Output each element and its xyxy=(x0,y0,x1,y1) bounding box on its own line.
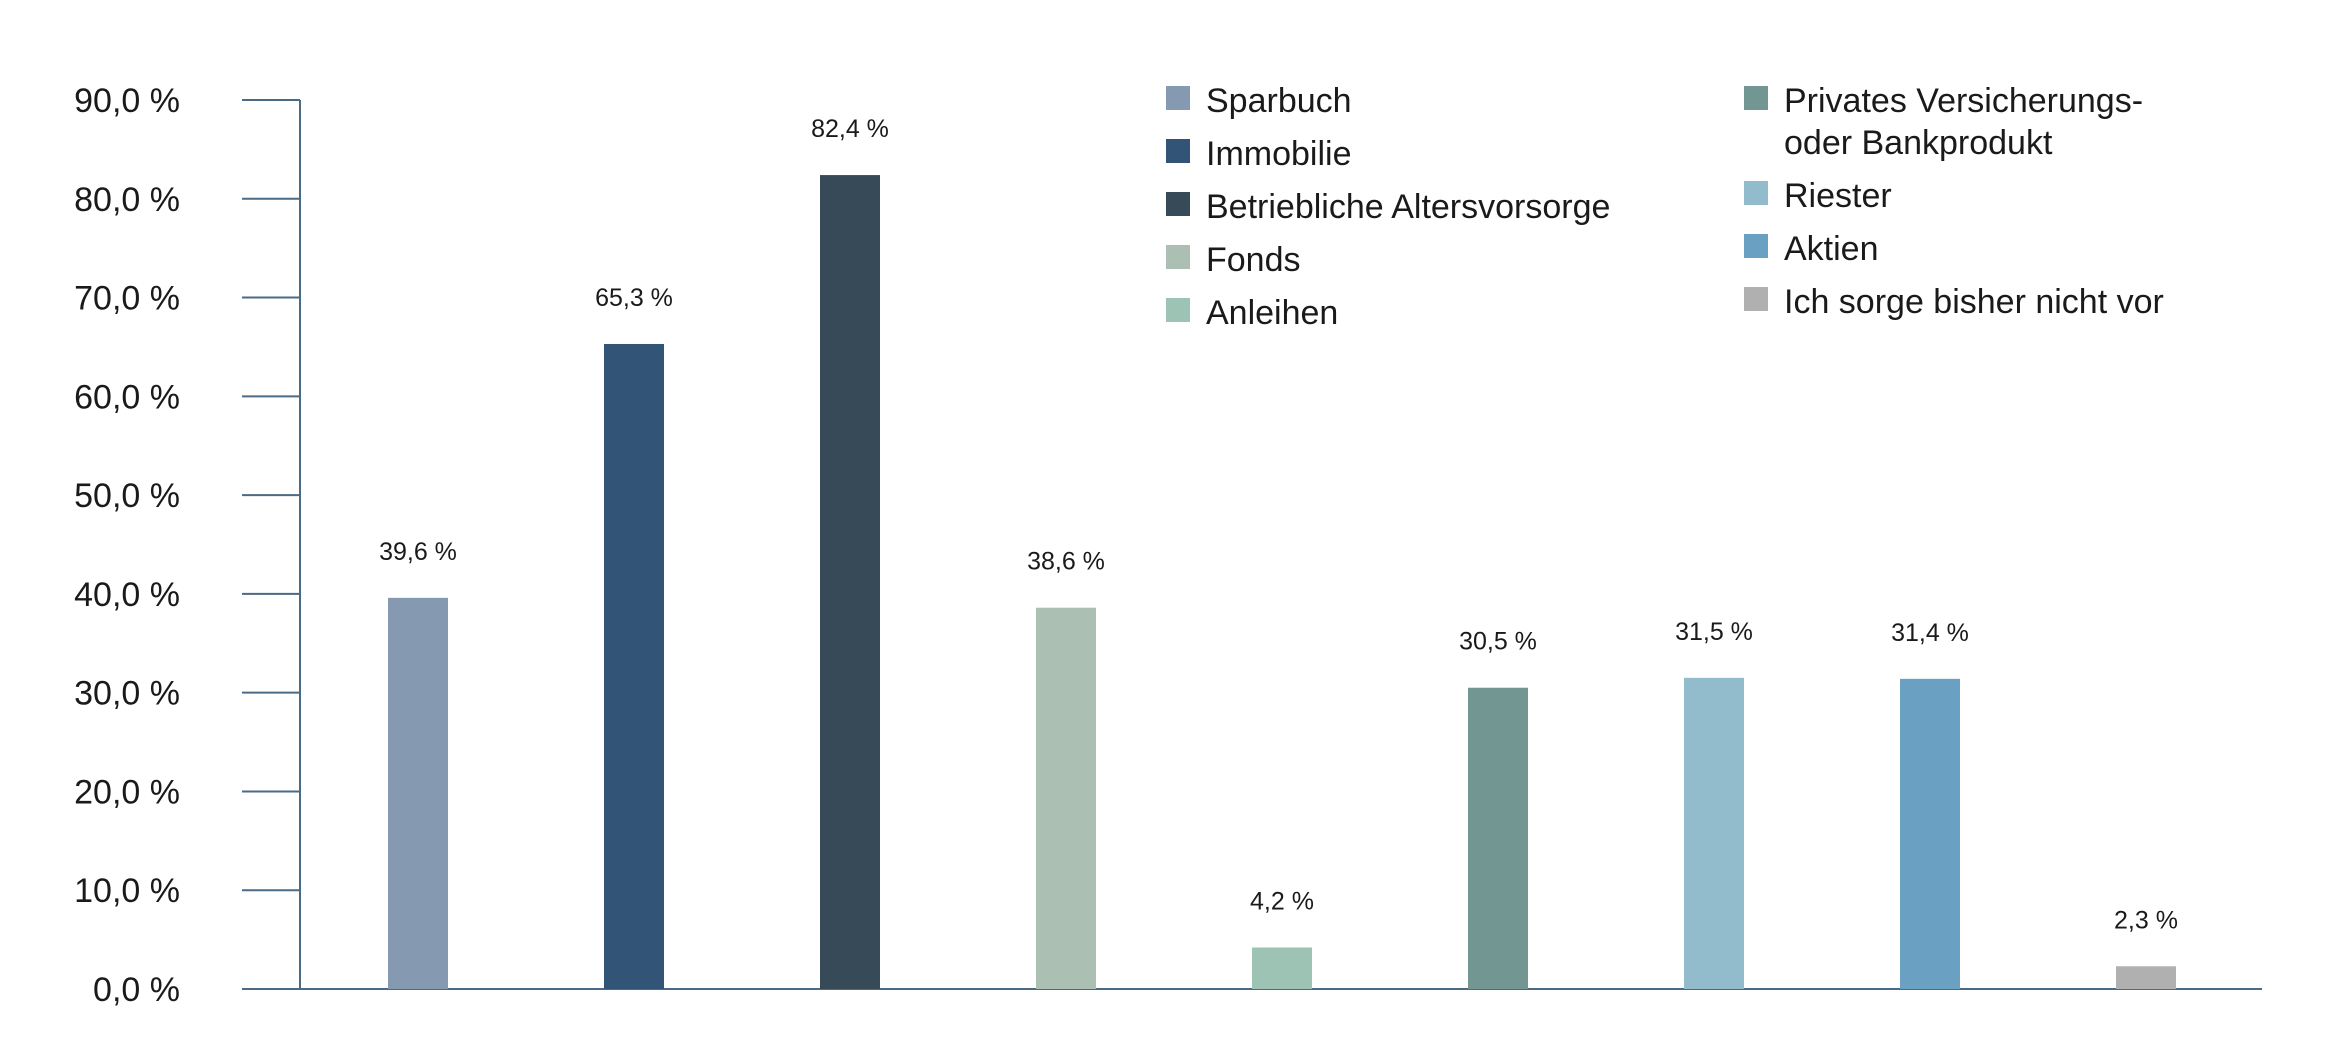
y-tick-label: 90,0 % xyxy=(74,82,180,120)
legend-item: Riester xyxy=(1744,177,1892,215)
legend-label: Aktien xyxy=(1784,230,1879,268)
y-tick-label: 40,0 % xyxy=(74,576,180,614)
legend-swatch xyxy=(1744,86,1768,110)
bars xyxy=(388,175,2176,990)
legend-swatch xyxy=(1166,245,1190,269)
bar xyxy=(388,597,448,989)
legend-label: Privates Versicherungs- xyxy=(1784,82,2143,120)
legend-swatch xyxy=(1166,139,1190,163)
y-tick-label: 80,0 % xyxy=(74,181,180,219)
bar xyxy=(1252,947,1312,989)
legend-label: Betriebliche Altersvorsorge xyxy=(1206,188,1610,226)
y-tick-label: 60,0 % xyxy=(74,378,180,416)
y-tick-label: 0,0 % xyxy=(93,971,180,1009)
legend-label: oder Bankprodukt xyxy=(1784,124,2053,162)
legend-item: Aktien xyxy=(1744,230,1879,268)
y-tick-label: 30,0 % xyxy=(74,675,180,713)
y-tick-label: 20,0 % xyxy=(74,773,180,811)
data-label: 31,5 % xyxy=(1675,618,1753,646)
data-label: 31,4 % xyxy=(1891,619,1969,647)
data-label: 30,5 % xyxy=(1459,628,1537,656)
data-label: 82,4 % xyxy=(811,115,889,143)
legend-label: Riester xyxy=(1784,177,1892,215)
legend-swatch xyxy=(1166,298,1190,322)
data-labels: 39,6 % 65,3 % 82,4 % 38,6 % 4,2 % 30,5 % 31,5 … xyxy=(379,115,2178,934)
y-tick-label: 50,0 % xyxy=(74,477,180,515)
data-label: 65,3 % xyxy=(595,284,673,312)
legend-label: Immobilie xyxy=(1206,135,1351,173)
legend-item: Anleihen xyxy=(1166,294,1338,332)
bar xyxy=(1468,687,1528,989)
data-label: 39,6 % xyxy=(379,538,457,566)
bar xyxy=(1900,678,1960,989)
legend-item: Immobilie xyxy=(1166,135,1351,173)
legend-label: Sparbuch xyxy=(1206,82,1352,120)
legend-swatch xyxy=(1166,192,1190,216)
legend-item: Fonds xyxy=(1166,241,1301,279)
legend-label: Ich sorge bisher nicht vor xyxy=(1784,283,2164,321)
legend-label: Fonds xyxy=(1206,241,1301,279)
data-label: 2,3 % xyxy=(2114,906,2178,934)
legend-item: Privates Versicherungs-oder Bankprodukt xyxy=(1744,82,2143,162)
legend: Sparbuch Immobilie Betriebliche Altersvors… xyxy=(1166,82,2164,332)
y-tick-label: 70,0 % xyxy=(74,280,180,318)
bar xyxy=(2116,966,2176,989)
legend-item: Sparbuch xyxy=(1166,82,1352,120)
bar xyxy=(820,175,880,989)
legend-label: Anleihen xyxy=(1206,294,1338,332)
bar xyxy=(604,343,664,990)
legend-swatch xyxy=(1166,86,1190,110)
data-label: 4,2 % xyxy=(1250,888,1314,916)
legend-swatch xyxy=(1744,181,1768,205)
y-axis: 0,0 % 10,0 % 20,0 % 30,0 % 40,0 % 50,0 % 60,0 … xyxy=(74,82,301,1009)
y-tick-label: 10,0 % xyxy=(74,872,180,910)
bar xyxy=(1036,607,1096,989)
bar xyxy=(1684,677,1744,989)
legend-swatch xyxy=(1744,234,1768,258)
data-label: 38,6 % xyxy=(1027,548,1105,576)
legend-swatch xyxy=(1744,287,1768,311)
legend-item: Ich sorge bisher nicht vor xyxy=(1744,283,2164,321)
legend-item: Betriebliche Altersvorsorge xyxy=(1166,188,1610,226)
